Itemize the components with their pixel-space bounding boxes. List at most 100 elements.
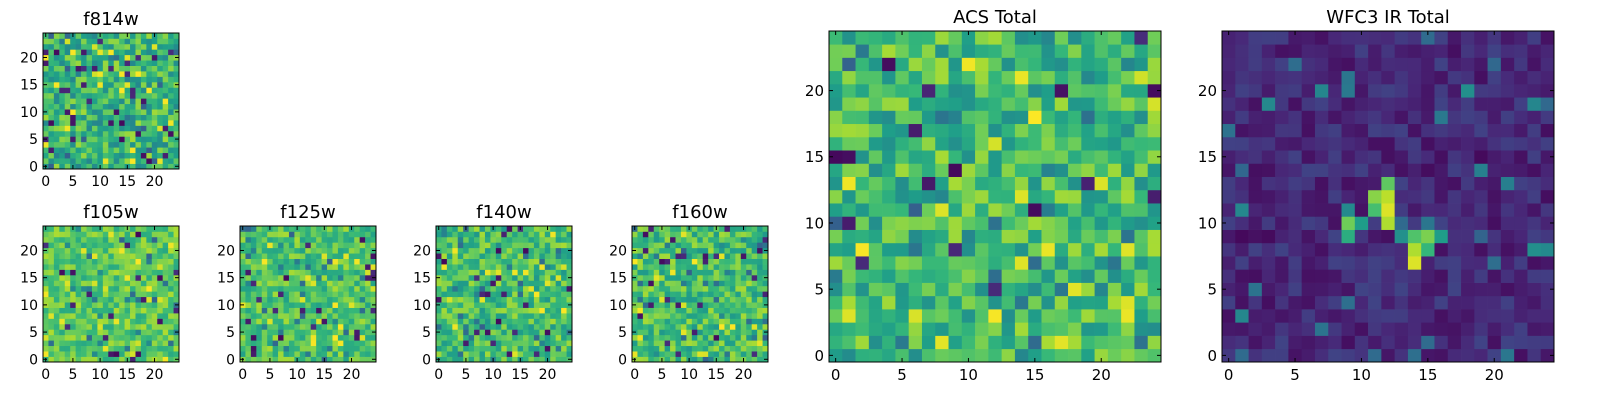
heatmap-cell — [365, 285, 371, 292]
heatmap-cell — [680, 236, 687, 243]
heatmap-cell — [272, 280, 279, 287]
heatmap-cell — [501, 285, 508, 292]
heatmap-cell — [735, 318, 742, 325]
heatmap-cell — [1301, 83, 1316, 98]
heatmap-cell — [740, 318, 747, 325]
heatmap-cell — [1028, 70, 1042, 85]
heatmap-cell — [1301, 176, 1316, 191]
heatmap-cell — [75, 103, 82, 110]
heatmap-cell — [1314, 348, 1329, 363]
heatmap-cell — [1500, 176, 1515, 191]
x-tick-label: 15 — [707, 367, 725, 383]
heatmap-cell — [653, 302, 660, 308]
heatmap-cell — [294, 296, 301, 303]
heatmap-cell — [452, 236, 459, 243]
heatmap-cell — [686, 258, 693, 265]
heatmap-cell — [256, 285, 263, 292]
heatmap-cell — [146, 280, 153, 287]
heatmap-cell — [48, 33, 55, 39]
heatmap-cell — [544, 313, 551, 319]
heatmap-cell — [102, 33, 109, 39]
heatmap-cell — [299, 340, 306, 347]
heatmap-cell — [632, 351, 638, 357]
heatmap-cell — [1500, 163, 1515, 177]
heatmap-cell — [441, 274, 448, 281]
heatmap-cell — [1235, 256, 1249, 270]
heatmap-cell — [70, 65, 76, 72]
heatmap-cell — [436, 231, 442, 238]
heatmap-cell — [59, 264, 66, 270]
heatmap-cell — [642, 280, 649, 287]
heatmap-cell — [113, 43, 120, 50]
heatmap-cell — [637, 285, 644, 292]
heatmap-cell — [48, 147, 55, 154]
heatmap-cell — [86, 340, 93, 347]
heatmap-cell — [108, 120, 115, 126]
heatmap-cell — [533, 323, 540, 330]
heatmap-cell — [261, 269, 268, 276]
heatmap-cell — [490, 274, 497, 281]
heatmap-cell — [102, 103, 109, 110]
heatmap-cell — [713, 274, 720, 281]
heatmap-cell — [479, 269, 486, 276]
heatmap-cell — [1461, 97, 1475, 111]
heatmap-cell — [124, 236, 131, 243]
heatmap-cell — [659, 231, 665, 238]
heatmap-cell — [283, 247, 290, 254]
heatmap-cell — [332, 296, 339, 303]
heatmap-cell — [316, 323, 322, 330]
heatmap-cell — [1381, 309, 1395, 323]
heatmap-cell — [724, 269, 731, 276]
heatmap-cell — [173, 38, 180, 45]
heatmap-cell — [697, 280, 704, 287]
heatmap-cell — [59, 98, 66, 105]
heatmap-cell — [561, 334, 567, 341]
heatmap-cell — [1094, 203, 1109, 217]
heatmap-cell — [1487, 97, 1502, 111]
heatmap-cell — [86, 38, 93, 45]
heatmap-cell — [327, 264, 333, 270]
heatmap-cell — [53, 54, 60, 61]
heatmap-cell — [882, 335, 896, 350]
heatmap-cell — [1421, 242, 1435, 257]
heatmap-cell — [746, 356, 753, 363]
heatmap-cell — [719, 340, 725, 347]
heatmap-cell — [250, 291, 257, 298]
heatmap-cell — [642, 253, 649, 259]
heatmap-cell — [168, 291, 174, 298]
heatmap-cell — [288, 340, 295, 347]
heatmap-cell — [975, 70, 989, 85]
axes-frame — [42, 32, 180, 170]
heatmap-cell — [566, 318, 573, 325]
heatmap-cell — [146, 291, 153, 298]
heatmap-cell — [168, 120, 174, 126]
heatmap-cell — [332, 340, 339, 347]
heatmap-cell — [1014, 44, 1029, 58]
heatmap-cell — [1014, 189, 1029, 204]
heatmap-cell — [1301, 335, 1316, 350]
heatmap-cell — [1068, 242, 1082, 257]
heatmap-cell — [561, 340, 567, 347]
heatmap-cell — [119, 76, 125, 83]
heatmap-cell — [162, 323, 169, 330]
heatmap-cell — [113, 231, 120, 238]
heatmap-cell — [305, 258, 312, 265]
heatmap-cell — [474, 356, 480, 363]
heatmap-cell — [1041, 97, 1056, 111]
heatmap-cell — [670, 329, 676, 336]
heatmap-cell — [1314, 282, 1329, 297]
heatmap-cell — [113, 76, 120, 83]
heatmap-cell — [321, 345, 328, 352]
heatmap-cell — [1328, 335, 1342, 350]
heatmap-cell — [162, 296, 169, 303]
heatmap-cell — [348, 274, 355, 281]
heatmap-cell — [533, 329, 540, 336]
heatmap-cell — [53, 351, 60, 357]
heatmap-cell — [1094, 136, 1109, 151]
heatmap-cell — [1487, 150, 1502, 164]
heatmap-cell — [91, 274, 98, 281]
heatmap-cell — [691, 351, 698, 357]
heatmap-cell — [1028, 269, 1042, 283]
heatmap-cell — [365, 345, 371, 352]
heatmap-cell — [457, 242, 464, 249]
